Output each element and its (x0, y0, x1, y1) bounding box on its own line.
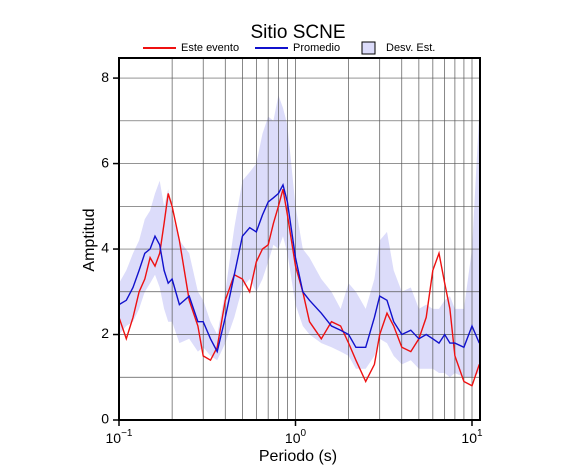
legend-swatch (361, 41, 376, 55)
y-axis-label: Amptitud (81, 208, 98, 271)
y-tick-label: 4 (101, 240, 109, 256)
legend-label: Desv. Est. (386, 42, 435, 54)
legend-label: Promedio (293, 42, 340, 54)
tick-base: 10 (461, 430, 477, 446)
x-tick-label: 101 (461, 428, 483, 446)
plot-frame (118, 57, 481, 421)
tick-base: 10 (106, 430, 122, 446)
y-tick-label: 8 (101, 69, 109, 85)
data-line (118, 182, 480, 354)
data-line (118, 189, 480, 387)
legend-label: Este evento (181, 42, 239, 54)
chart-title: Sitio SCNE (250, 22, 345, 43)
x-tick-label: 10−1 (106, 428, 133, 446)
tick-exponent: 1 (477, 428, 483, 439)
x-axis-label: Periodo (s) (259, 448, 337, 465)
y-tick-label: 0 (101, 411, 109, 427)
y-tick-label: 6 (101, 154, 109, 170)
tick-base: 10 (285, 430, 301, 446)
x-tick-label: 100 (285, 428, 307, 446)
y-tick-label: 2 (101, 325, 109, 341)
tick-exponent: −1 (121, 428, 133, 439)
tick-exponent: 0 (301, 428, 307, 439)
